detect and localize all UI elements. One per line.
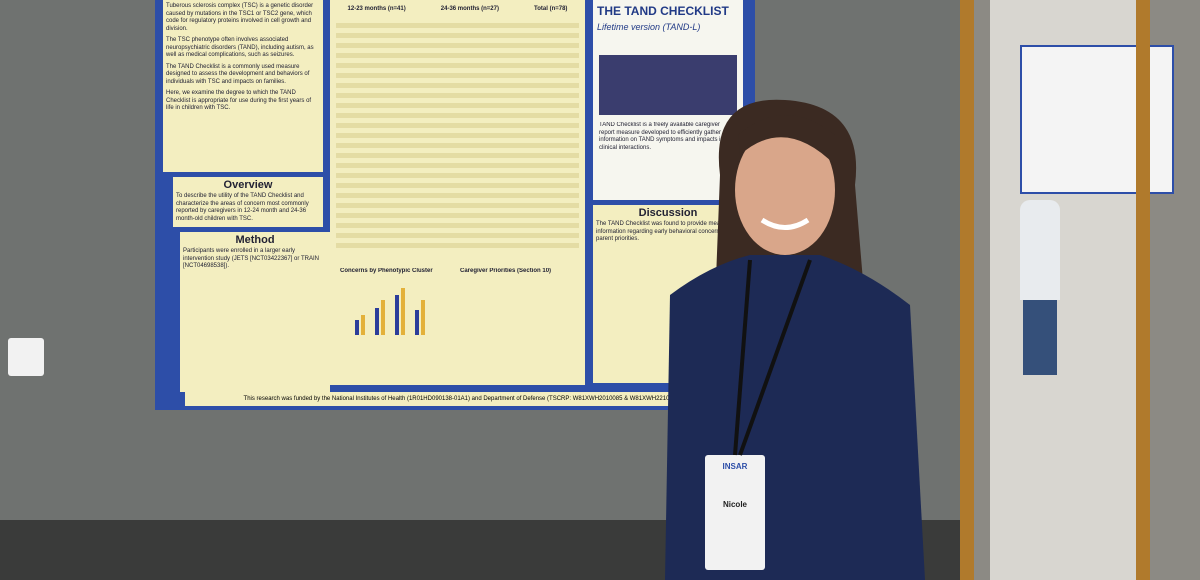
chart-title: Concerns by Phenotypic Cluster bbox=[340, 268, 433, 274]
overview-heading: Overview bbox=[223, 179, 273, 191]
results: 12-23 months (n=41) 24-36 months (n=27) … bbox=[330, 0, 585, 385]
intro: Tuberous sclerosis complex (TSC) is a ge… bbox=[163, 0, 323, 172]
tand-text: TAND Checklist is a freely available car… bbox=[599, 122, 724, 151]
tand-title: THE TAND CHECKLIST bbox=[597, 4, 729, 18]
checklist-image bbox=[599, 55, 737, 115]
funding: This research was funded by the National… bbox=[185, 392, 740, 406]
table-header: Total (n=78) bbox=[534, 6, 568, 12]
intro-text: Tuberous sclerosis complex (TSC) is a ge… bbox=[166, 3, 314, 32]
door-frame bbox=[1136, 0, 1150, 580]
discussion-heading: Discussion bbox=[638, 207, 698, 219]
intro-text: The TAND Checklist is a commonly used me… bbox=[166, 63, 310, 85]
cup bbox=[8, 338, 44, 376]
results-table bbox=[336, 18, 579, 248]
method: Method Participants were enrolled in a l… bbox=[180, 232, 330, 392]
chart-title: Caregiver Priorities (Section 10) bbox=[460, 268, 552, 274]
door-frame bbox=[960, 0, 974, 580]
overview-text: To describe the utility of the TAND Chec… bbox=[176, 193, 309, 222]
table-header: 12-23 months (n=41) bbox=[347, 6, 406, 12]
method-text: Participants were enrolled in a larger e… bbox=[183, 248, 319, 269]
person bbox=[665, 99, 925, 580]
badge-name: Nicole bbox=[722, 500, 747, 509]
bar-chart-image bbox=[355, 288, 425, 335]
man bbox=[1015, 200, 1065, 380]
method-heading: Method bbox=[235, 234, 275, 246]
intro-text: Here, we examine the degree to which the… bbox=[166, 90, 312, 111]
overview: Overview To describe the utility of the … bbox=[173, 177, 323, 227]
far-poster bbox=[1020, 45, 1174, 194]
tand-subtitle: Lifetime version (TAND-L) bbox=[597, 22, 701, 32]
table-header: 24-36 months (n=27) bbox=[440, 6, 499, 12]
discussion-text: The TAND Checklist was found to provide … bbox=[596, 221, 738, 242]
tand: THE TAND CHECKLIST Lifetime version (TAN… bbox=[593, 0, 743, 200]
badge-event: INSAR bbox=[722, 462, 748, 471]
doorway bbox=[960, 0, 1200, 580]
intro-text: The TSC phenotype often involves associa… bbox=[166, 37, 314, 58]
